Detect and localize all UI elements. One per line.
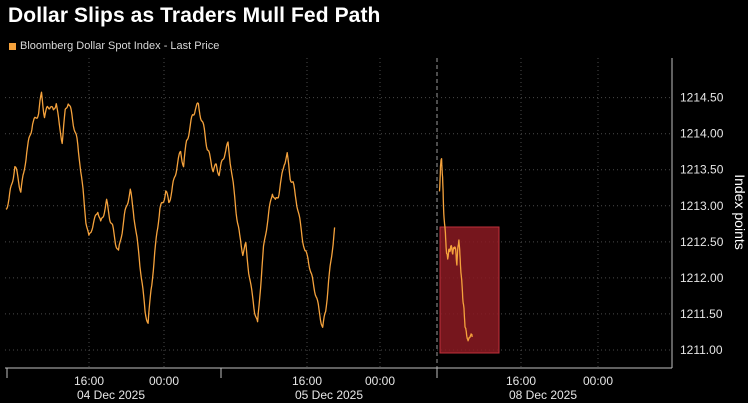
x-tick-time-label: 00:00 (365, 374, 395, 388)
x-tick-date-label: 04 Dec 2025 (77, 388, 145, 402)
series-line (5, 91, 336, 328)
y-tick-label: 1213.00 (680, 199, 724, 213)
x-tick-time-label: 16:00 (292, 374, 322, 388)
chart-title: Dollar Slips as Traders Mull Fed Path (8, 4, 381, 27)
y-tick-label: 1212.00 (680, 271, 724, 285)
y-tick-label: 1213.50 (680, 163, 724, 177)
x-tick-date-label: 05 Dec 2025 (295, 388, 363, 402)
x-tick-time-label: 16:00 (506, 374, 536, 388)
x-tick-time-label: 00:00 (583, 374, 613, 388)
legend-swatch (9, 42, 16, 50)
y-tick-label: 1214.00 (680, 127, 724, 141)
x-tick-time-label: 16:00 (74, 374, 104, 388)
x-tick-time-label: 00:00 (149, 374, 179, 388)
y-axis-label: Index points (732, 174, 748, 250)
legend-label: Bloomberg Dollar Spot Index - Last Price (20, 40, 220, 52)
y-tick-label: 1211.00 (680, 343, 723, 357)
x-tick-date-label: 08 Dec 2025 (509, 388, 577, 402)
y-tick-label: 1214.50 (680, 91, 724, 105)
series-line-session-2 (438, 158, 473, 342)
y-tick-label: 1212.50 (680, 235, 724, 249)
highlight-box (439, 226, 500, 354)
y-tick-label: 1211.50 (680, 307, 723, 321)
chart-legend: Bloomberg Dollar Spot Index - Last Price (9, 40, 219, 52)
